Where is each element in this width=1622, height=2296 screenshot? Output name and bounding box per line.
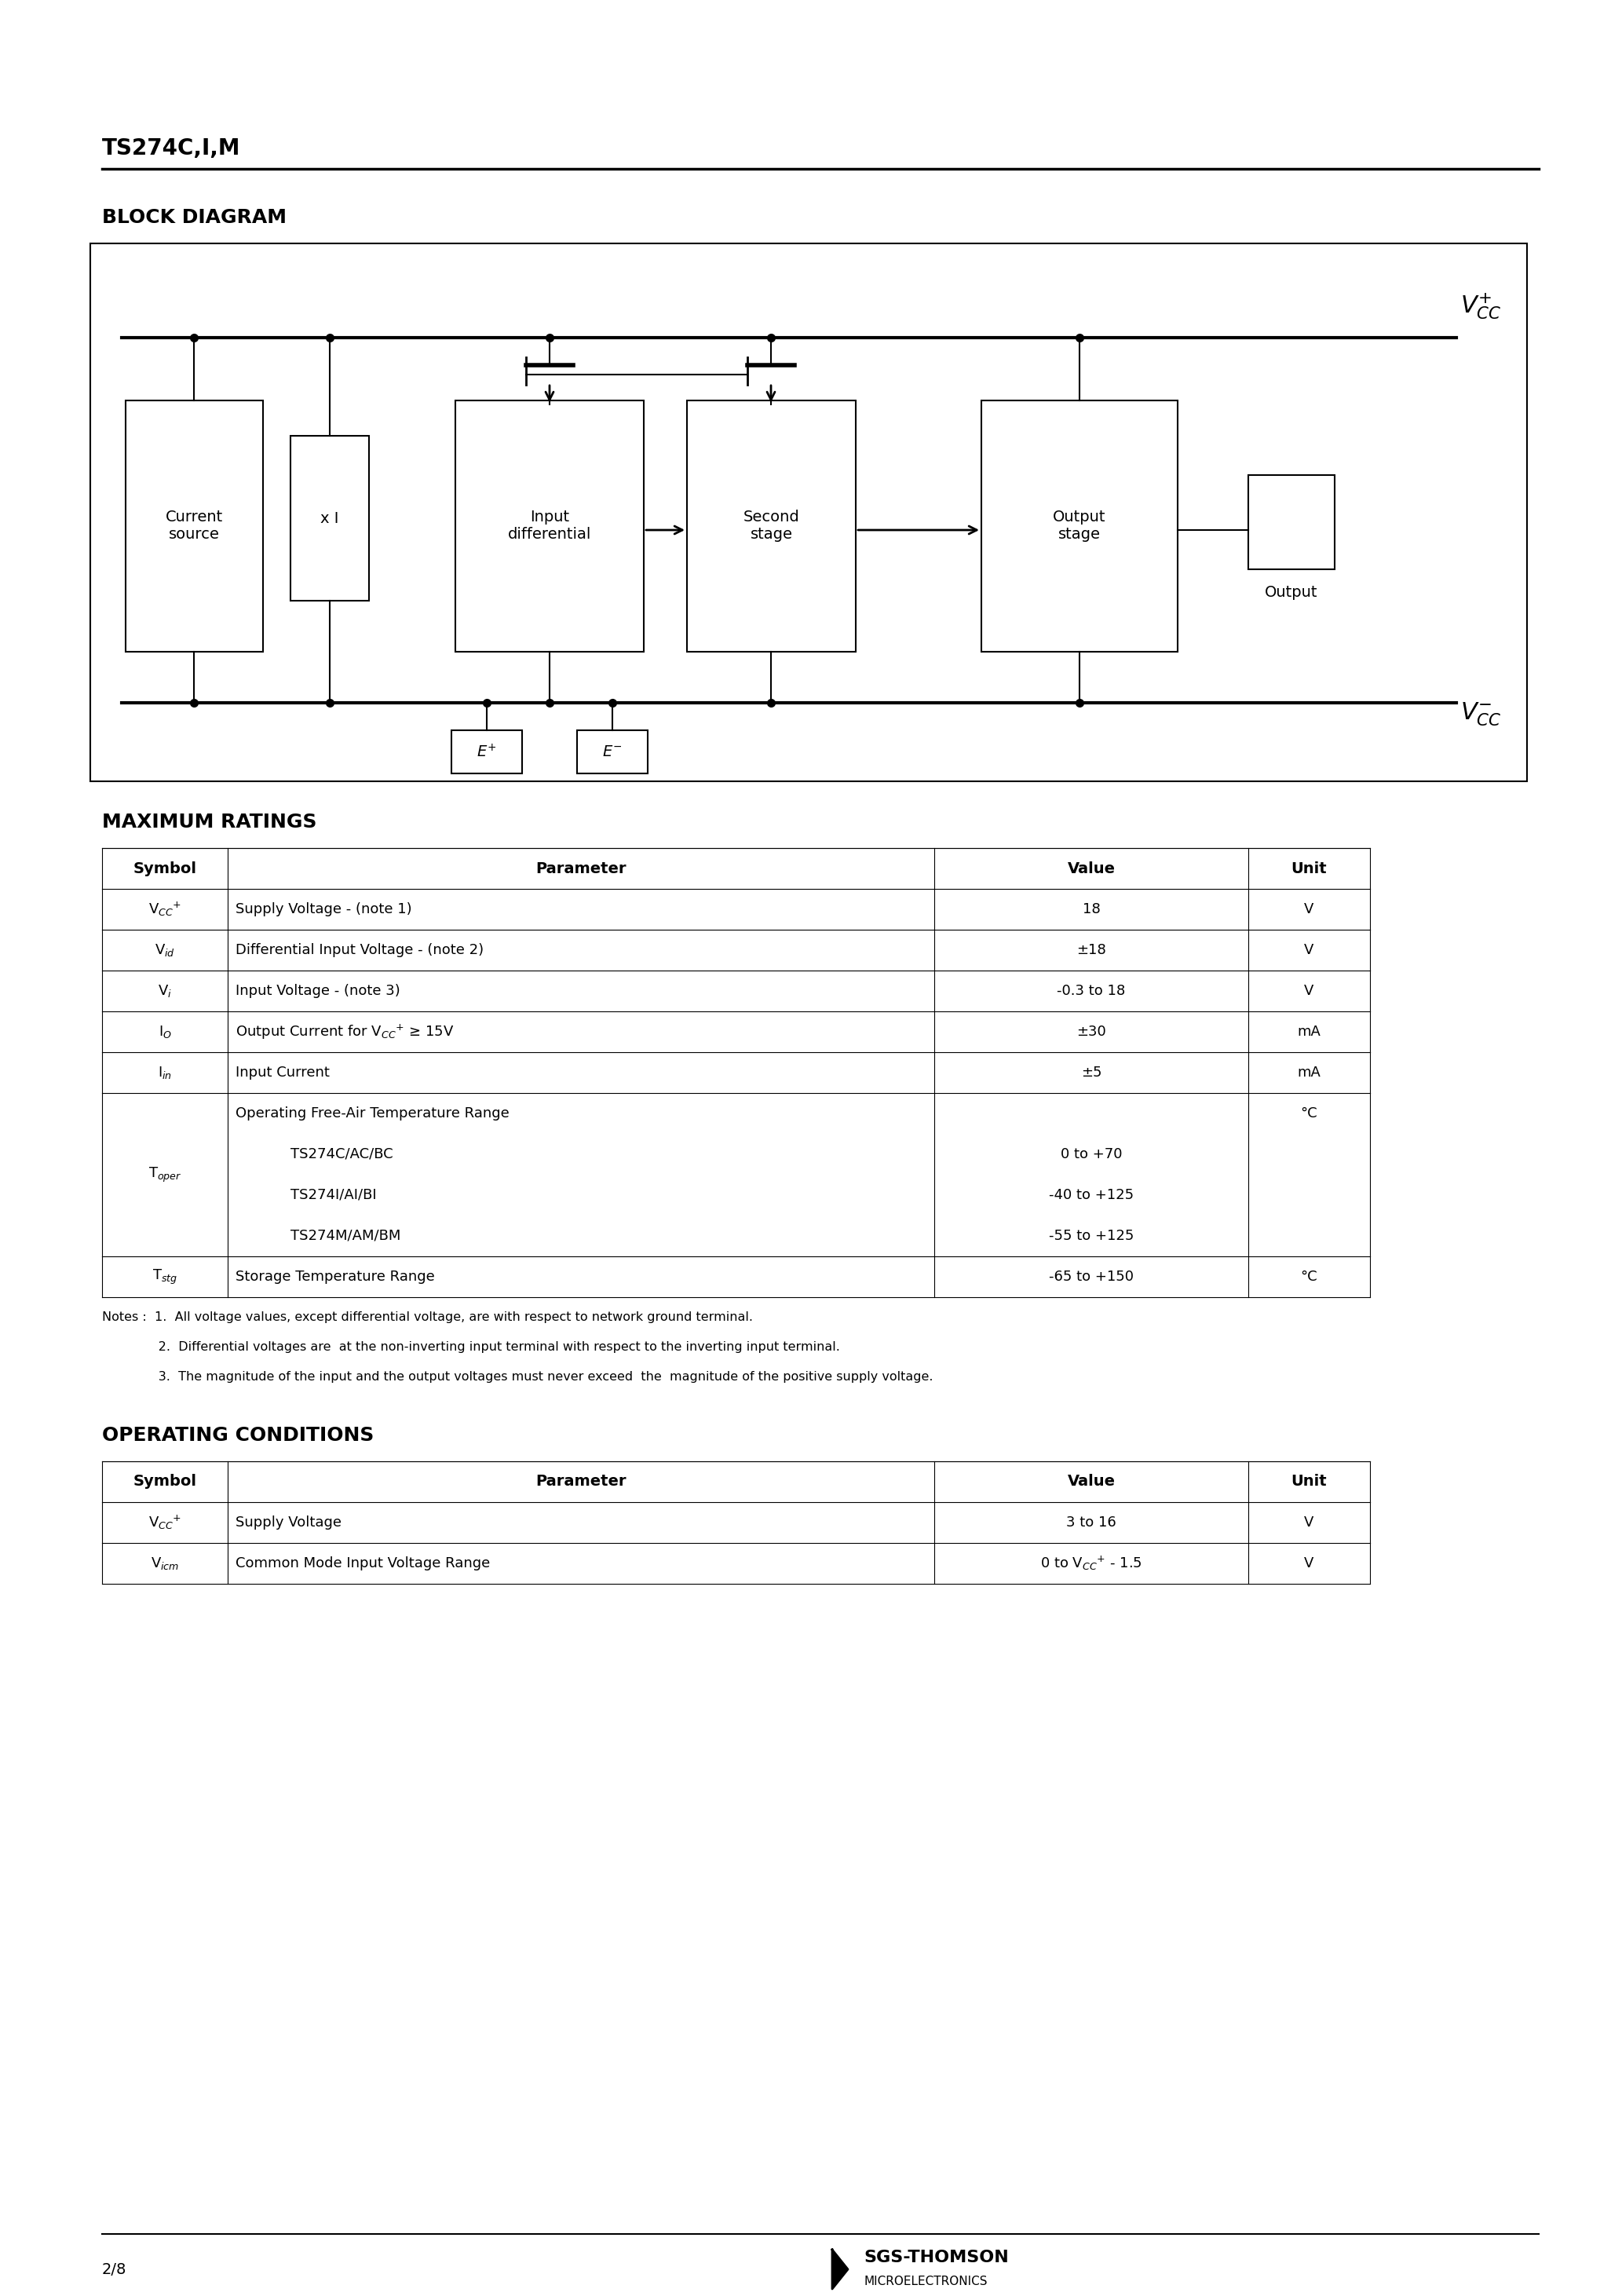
Text: x I: x I [321, 510, 339, 526]
Text: °C: °C [1301, 1107, 1317, 1120]
Polygon shape [832, 2250, 848, 2289]
Text: V: V [1304, 1557, 1314, 1570]
Text: Output Current for V$_{CC}$$^{+}$ ≥ 15V: Output Current for V$_{CC}$$^{+}$ ≥ 15V [235, 1022, 454, 1040]
Text: T$_{oper}$: T$_{oper}$ [148, 1166, 182, 1185]
Text: MAXIMUM RATINGS: MAXIMUM RATINGS [102, 813, 316, 831]
Text: 3.  The magnitude of the input and the output voltages must never exceed  the  m: 3. The magnitude of the input and the ou… [102, 1371, 933, 1382]
Text: BLOCK DIAGRAM: BLOCK DIAGRAM [102, 209, 287, 227]
Text: Value: Value [1067, 1474, 1116, 1490]
Text: Value: Value [1067, 861, 1116, 875]
Text: TS274I/AI/BI: TS274I/AI/BI [290, 1187, 376, 1203]
Text: Symbol: Symbol [133, 861, 196, 875]
Text: mA: mA [1298, 1024, 1320, 1038]
Text: 18: 18 [1082, 902, 1100, 916]
Text: $E^{+}$: $E^{+}$ [477, 744, 496, 760]
Text: Notes :  1.  All voltage values, except differential voltage, are with respect t: Notes : 1. All voltage values, except di… [102, 1311, 753, 1322]
Bar [688, 400, 856, 652]
Text: V$_{icm}$: V$_{icm}$ [151, 1554, 178, 1570]
Text: OPERATING CONDITIONS: OPERATING CONDITIONS [102, 1426, 375, 1444]
Text: -0.3 to 18: -0.3 to 18 [1058, 985, 1126, 999]
Text: I$_{in}$: I$_{in}$ [157, 1065, 172, 1081]
Text: 0 to +70: 0 to +70 [1061, 1148, 1122, 1162]
Text: Supply Voltage: Supply Voltage [235, 1515, 342, 1529]
Text: 3 to 16: 3 to 16 [1066, 1515, 1116, 1529]
Text: $E^{-}$: $E^{-}$ [602, 744, 623, 760]
Text: 2/8: 2/8 [102, 2262, 127, 2278]
Text: 2.  Differential voltages are  at the non-inverting input terminal with respect : 2. Differential voltages are at the non-… [102, 1341, 840, 1352]
Text: °C: °C [1301, 1270, 1317, 1283]
Text: Current
source: Current source [165, 510, 224, 542]
Text: Symbol: Symbol [133, 1474, 196, 1490]
Bar [451, 730, 522, 774]
Text: V: V [1304, 1515, 1314, 1529]
Text: V: V [1304, 902, 1314, 916]
Bar [125, 400, 263, 652]
Text: TS274M/AM/BM: TS274M/AM/BM [290, 1228, 401, 1242]
Text: Output: Output [1265, 585, 1319, 599]
Text: V$_{id}$: V$_{id}$ [154, 941, 175, 957]
Text: Parameter: Parameter [535, 861, 626, 875]
Text: Common Mode Input Voltage Range: Common Mode Input Voltage Range [235, 1557, 490, 1570]
Text: V: V [1304, 944, 1314, 957]
Text: Storage Temperature Range: Storage Temperature Range [235, 1270, 435, 1283]
Text: SGS-THOMSON: SGS-THOMSON [863, 2250, 1009, 2266]
Bar [290, 436, 368, 602]
Text: V: V [1304, 985, 1314, 999]
Text: mA: mA [1298, 1065, 1320, 1079]
Bar [577, 730, 647, 774]
Text: V$_{CC}$$^{+}$: V$_{CC}$$^{+}$ [148, 900, 182, 918]
Text: Input
differential: Input differential [508, 510, 592, 542]
Text: -65 to +150: -65 to +150 [1049, 1270, 1134, 1283]
Text: $V_{CC}^{-}$: $V_{CC}^{-}$ [1460, 700, 1502, 728]
Text: Operating Free-Air Temperature Range: Operating Free-Air Temperature Range [235, 1107, 509, 1120]
Text: $V_{CC}^{+}$: $V_{CC}^{+}$ [1460, 292, 1502, 321]
Text: T$_{stg}$: T$_{stg}$ [152, 1267, 177, 1286]
Bar [1249, 475, 1335, 569]
Text: Differential Input Voltage - (note 2): Differential Input Voltage - (note 2) [235, 944, 483, 957]
Text: Unit: Unit [1291, 1474, 1327, 1490]
Bar [456, 400, 644, 652]
Text: Second
stage: Second stage [743, 510, 800, 542]
Text: Input Current: Input Current [235, 1065, 329, 1079]
Text: V$_{i}$: V$_{i}$ [157, 983, 172, 999]
Text: Parameter: Parameter [535, 1474, 626, 1490]
Text: TS274C,I,M: TS274C,I,M [102, 138, 240, 158]
Text: MICROELECTRONICS: MICROELECTRONICS [863, 2275, 988, 2287]
Text: -40 to +125: -40 to +125 [1049, 1187, 1134, 1203]
Text: Input Voltage - (note 3): Input Voltage - (note 3) [235, 985, 401, 999]
Text: I$_{O}$: I$_{O}$ [159, 1024, 172, 1040]
Text: ±5: ±5 [1080, 1065, 1101, 1079]
Bar [981, 400, 1178, 652]
Text: Output
stage: Output stage [1053, 510, 1106, 542]
Bar [91, 243, 1526, 781]
Text: ±30: ±30 [1077, 1024, 1106, 1038]
Text: V$_{CC}$$^{+}$: V$_{CC}$$^{+}$ [148, 1513, 182, 1531]
Text: Supply Voltage - (note 1): Supply Voltage - (note 1) [235, 902, 412, 916]
Text: -55 to +125: -55 to +125 [1049, 1228, 1134, 1242]
Text: ±18: ±18 [1077, 944, 1106, 957]
Text: 0 to V$_{CC}$$^{+}$ - 1.5: 0 to V$_{CC}$$^{+}$ - 1.5 [1040, 1554, 1142, 1573]
Text: Unit: Unit [1291, 861, 1327, 875]
Text: TS274C/AC/BC: TS274C/AC/BC [290, 1148, 393, 1162]
